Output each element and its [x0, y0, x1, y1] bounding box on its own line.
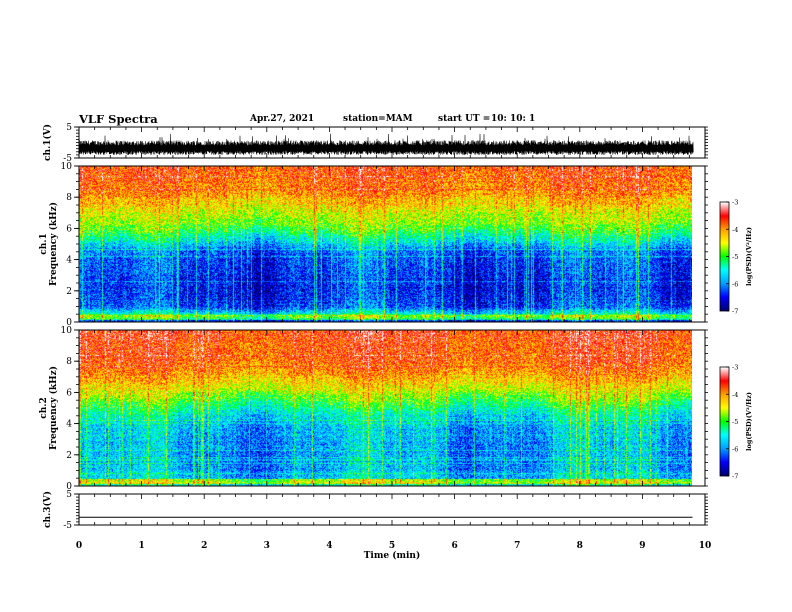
x-tick-label: 1: [138, 541, 144, 551]
ch2-spectrogram-image: [79, 330, 692, 486]
colorbar-tick-label: -7: [732, 308, 738, 316]
x-tick-label: 0: [76, 541, 82, 551]
x-tick-label: 9: [639, 541, 645, 551]
x-tick-label: 10: [699, 541, 712, 551]
colorbar-tick-label: -3: [732, 199, 738, 207]
panel-frame: [78, 126, 706, 159]
colorbar-tick-label: -5: [732, 253, 738, 261]
y-tick-label: 8: [66, 357, 72, 367]
ch2-colorbar: -3 -4 -5 -6 -7 log(PSD)(V²/Hz): [719, 364, 753, 481]
y-tick-label: 10: [61, 162, 73, 172]
y-tick-label: 10: [61, 326, 73, 336]
y-tick-label: 2: [66, 287, 72, 297]
y-tick-label: 6: [66, 388, 72, 398]
y-tick-label: 5: [66, 490, 72, 500]
x-tick-label: 4: [326, 541, 332, 551]
ch1-waveform-panel: 5 -5 ch.1(V): [42, 123, 708, 164]
ch1-spectrogram-panel: 0 2 4 6 8 10 ch.1Frequency (kHz): [39, 162, 708, 328]
x-axis-label: Time (min): [364, 550, 421, 561]
y-axis-label: ch.2Frequency (kHz): [39, 366, 59, 450]
start-ut-value: 10: 10: 1: [491, 114, 536, 124]
colorbar-gradient: [720, 202, 729, 311]
time-axis: 0 1 2 3 4 5 6 7 8 9 10 Time (min): [76, 541, 711, 561]
colorbar-tick-label: -7: [732, 473, 738, 481]
y-axis-label: ch.1(V): [42, 124, 53, 161]
y-tick-label: 2: [66, 451, 72, 461]
start-ut-label: start UT =: [438, 114, 491, 124]
y-tick-label: 8: [66, 193, 72, 203]
colorbar-tick-label: -3: [732, 364, 738, 372]
colorbar-label: log(PSD)(V²/Hz): [745, 227, 753, 286]
x-tick-label: 6: [451, 541, 457, 551]
ch1-spectrogram-image: [79, 166, 692, 322]
plot-area: [79, 494, 705, 525]
chart-title: VLF Spectra: [79, 112, 158, 126]
ch2-spectrogram-panel: 0 2 4 6 8 10 ch.2Frequency (kHz): [39, 326, 708, 492]
y-tick-label: 6: [66, 224, 72, 234]
ch1-colorbar: -3 -4 -5 -6 -7 log(PSD)(V²/Hz): [719, 199, 753, 316]
colorbar-tick-label: -5: [732, 418, 738, 426]
y-tick-label: -5: [63, 521, 72, 531]
x-tick-label: 2: [201, 541, 207, 551]
y-axis-label: ch.1Frequency (kHz): [39, 202, 59, 286]
y-tick-label: 4: [66, 420, 72, 430]
ch3-waveform-panel: 5 -5 ch.3(V): [42, 490, 708, 531]
panel-frame: [78, 493, 706, 526]
x-tick-label: 3: [264, 541, 270, 551]
x-tick-label: 5: [389, 541, 395, 551]
x-tick-label: 8: [577, 541, 583, 551]
y-tick-label: 5: [66, 123, 72, 133]
colorbar-gradient: [720, 367, 729, 476]
y-tick-label: 4: [66, 256, 72, 266]
station-label: station=MAM: [343, 114, 413, 124]
y-tick-label: -5: [63, 154, 72, 164]
colorbar-tick-label: -6: [732, 280, 738, 288]
y-axis-label: ch.3(V): [42, 491, 53, 528]
y-tick-label: 0: [66, 318, 72, 328]
y-tick-label: 0: [66, 482, 72, 492]
colorbar-tick-label: -4: [732, 391, 738, 399]
ch1-waveform-trace: [78, 133, 694, 155]
date-label: Apr.27, 2021: [250, 114, 315, 124]
colorbar-tick-label: -4: [732, 226, 738, 234]
colorbar-tick-label: -6: [732, 445, 738, 453]
x-tick-label: 7: [514, 541, 520, 551]
colorbar-label: log(PSD)(V²/Hz): [745, 392, 753, 451]
